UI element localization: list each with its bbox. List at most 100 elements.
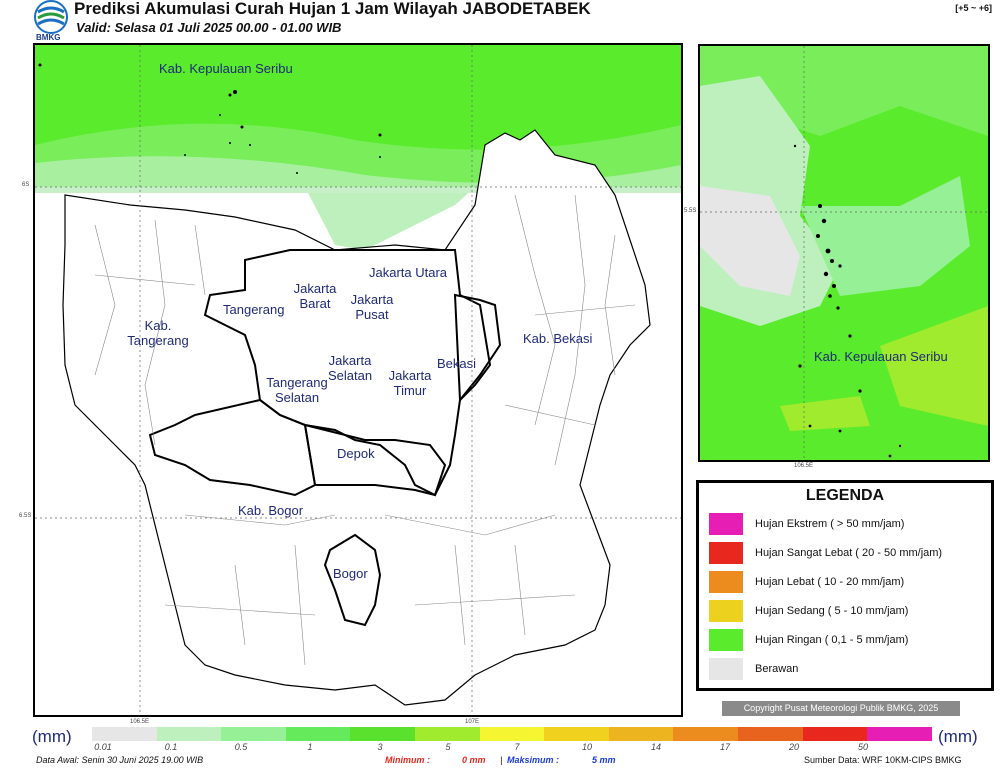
inset-rain-yellowgreen-2 — [780, 396, 870, 431]
land-outline — [62, 129, 651, 706]
scale-cell — [221, 727, 286, 741]
legend-item: Hujan Sangat Lebat ( 20 - 50 mm/jam) — [709, 542, 942, 564]
scale-tick: 1 — [307, 742, 313, 752]
jakarta-boundary — [203, 249, 492, 497]
logo-text: BMKG — [36, 33, 61, 42]
label-jakarta-pusat: Jakarta Pusat — [350, 292, 394, 322]
label-jakarta-selatan: Jakarta Selatan — [327, 353, 373, 383]
legend-swatch-sangat-lebat — [709, 542, 743, 564]
bekasi-boundary — [453, 293, 502, 403]
scale-cell — [738, 727, 803, 741]
legend: LEGENDA Hujan Ekstrem ( > 50 mm/jam) Huj… — [696, 480, 994, 691]
legend-item: Hujan Sedang ( 5 - 10 mm/jam) — [709, 600, 908, 622]
main-map-canvas — [35, 45, 681, 715]
legend-swatch-ekstrem — [709, 513, 743, 535]
inset-cloudy — [700, 186, 800, 296]
inset-lat-label: 5.5S — [684, 208, 697, 214]
islands — [38, 63, 382, 174]
bmkg-logo — [32, 0, 70, 44]
color-scale — [92, 727, 932, 741]
scale-tick: 10 — [581, 742, 593, 752]
scale-tick: 0.01 — [94, 742, 112, 752]
bogor-boundary — [323, 533, 382, 627]
district-lines — [94, 194, 636, 666]
label-jakarta-timur: Jakarta Timur — [388, 368, 432, 398]
label-jakarta-barat: Jakarta Barat — [293, 281, 337, 311]
minimum-label: Minimum : — [385, 755, 430, 765]
rain-band-pale — [35, 156, 681, 187]
valid-time: Valid: Selasa 01 Juli 2025 00.00 - 01.00… — [76, 20, 342, 35]
scale-cell — [415, 727, 480, 741]
inset-lon-label: 106.5E — [794, 463, 814, 469]
label-jakarta-utara: Jakarta Utara — [369, 265, 448, 280]
legend-item: Hujan Ringan ( 0,1 - 5 mm/jam) — [709, 629, 908, 651]
page-title: Prediksi Akumulasi Curah Hujan 1 Jam Wil… — [74, 0, 591, 18]
legend-label: Hujan Sedang ( 5 - 10 mm/jam) — [755, 605, 909, 617]
scale-tick: 3 — [377, 742, 383, 752]
scale-unit-left: (mm) — [32, 727, 72, 746]
tangsel-boundary — [148, 398, 317, 497]
scale-cell — [156, 727, 222, 741]
data-source: Sumber Data: WRF 10KM-CIPS BMKG — [804, 755, 962, 765]
maximum-label: Maksimum : — [507, 755, 560, 765]
rain-band-inland — [305, 187, 475, 250]
lon-label-106-5e: 106.5E — [130, 719, 150, 725]
footer-separator: | — [500, 755, 503, 765]
lon-label-107e: 107E — [465, 719, 480, 725]
scale-cell — [673, 727, 739, 741]
legend-label: Hujan Lebat ( 10 - 20 mm/jam) — [755, 576, 905, 588]
scale-tick: 5 — [445, 742, 451, 752]
data-awal: Data Awal: Senin 30 Juni 2025 19.00 WIB — [36, 755, 204, 765]
scale-cell — [867, 727, 932, 741]
legend-item: Berawan — [709, 658, 798, 680]
scale-tick: 0.1 — [164, 742, 178, 752]
legend-label: Hujan Ekstrem ( > 50 mm/jam) — [755, 518, 905, 530]
minimum-value: 0 mm — [462, 755, 486, 765]
legend-label: Hujan Sangat Lebat ( 20 - 50 mm/jam) — [755, 547, 943, 559]
inset-rain-band — [800, 176, 970, 296]
legend-label: Hujan Ringan ( 0,1 - 5 mm/jam) — [755, 634, 909, 646]
forecast-range: [+5 ~ +6] — [955, 3, 992, 13]
label-tangerang: Tangerang — [223, 302, 285, 317]
maximum-value: 5 mm — [592, 755, 616, 765]
legend-label: Berawan — [755, 663, 799, 675]
scale-cell — [544, 727, 609, 741]
scale-tick: 17 — [719, 742, 731, 752]
scale-tick: 0.5 — [234, 742, 248, 752]
label-kab-bekasi: Kab. Bekasi — [523, 331, 593, 346]
copyright-label: Copyright Pusat Meteorologi Publik BMKG,… — [722, 701, 960, 716]
scale-tick: 50 — [857, 742, 869, 752]
scale-tick: 20 — [788, 742, 800, 752]
label-kab-tangerang: Kab. Tangerang — [127, 318, 189, 348]
label-bekasi: Bekasi — [437, 356, 477, 371]
lat-label-6s: 6S — [22, 182, 30, 188]
legend-item: Hujan Ekstrem ( > 50 mm/jam) — [709, 513, 904, 535]
scale-cell — [608, 727, 674, 741]
label-bogor: Bogor — [333, 566, 368, 581]
legend-swatch-berawan — [709, 658, 743, 680]
legend-title: LEGENDA — [805, 487, 885, 504]
scale-cell — [479, 727, 545, 741]
inset-map[interactable]: Kab. Kepulauan Seribu — [698, 44, 990, 462]
inset-label-kepulauan-seribu: Kab. Kepulauan Seribu — [814, 349, 948, 364]
label-depok: Depok — [337, 446, 375, 461]
inset-map-canvas — [700, 46, 988, 460]
inset-islands — [793, 144, 902, 458]
inset-rain-yellowgreen — [880, 306, 988, 426]
scale-tick: 14 — [650, 742, 662, 752]
scale-tick: 7 — [514, 742, 520, 752]
legend-swatch-ringan — [709, 629, 743, 651]
legend-item: Hujan Lebat ( 10 - 20 mm/jam) — [709, 571, 904, 593]
scale-cell — [285, 727, 351, 741]
inset-rain-mid — [700, 46, 988, 166]
scale-unit-right: (mm) — [938, 727, 978, 746]
main-map[interactable]: Kab. Kepulauan Seribu Jakarta Utara Jaka… — [33, 43, 683, 717]
depok-boundary — [303, 423, 447, 497]
legend-swatch-lebat — [709, 571, 743, 593]
lat-label-6-5s: 6.5S — [19, 513, 32, 519]
legend-swatch-sedang — [709, 600, 743, 622]
scale-cell — [92, 727, 157, 741]
scale-cell — [802, 727, 868, 741]
label-kab-bogor: Kab. Bogor — [238, 503, 304, 518]
scale-cell — [350, 727, 416, 741]
